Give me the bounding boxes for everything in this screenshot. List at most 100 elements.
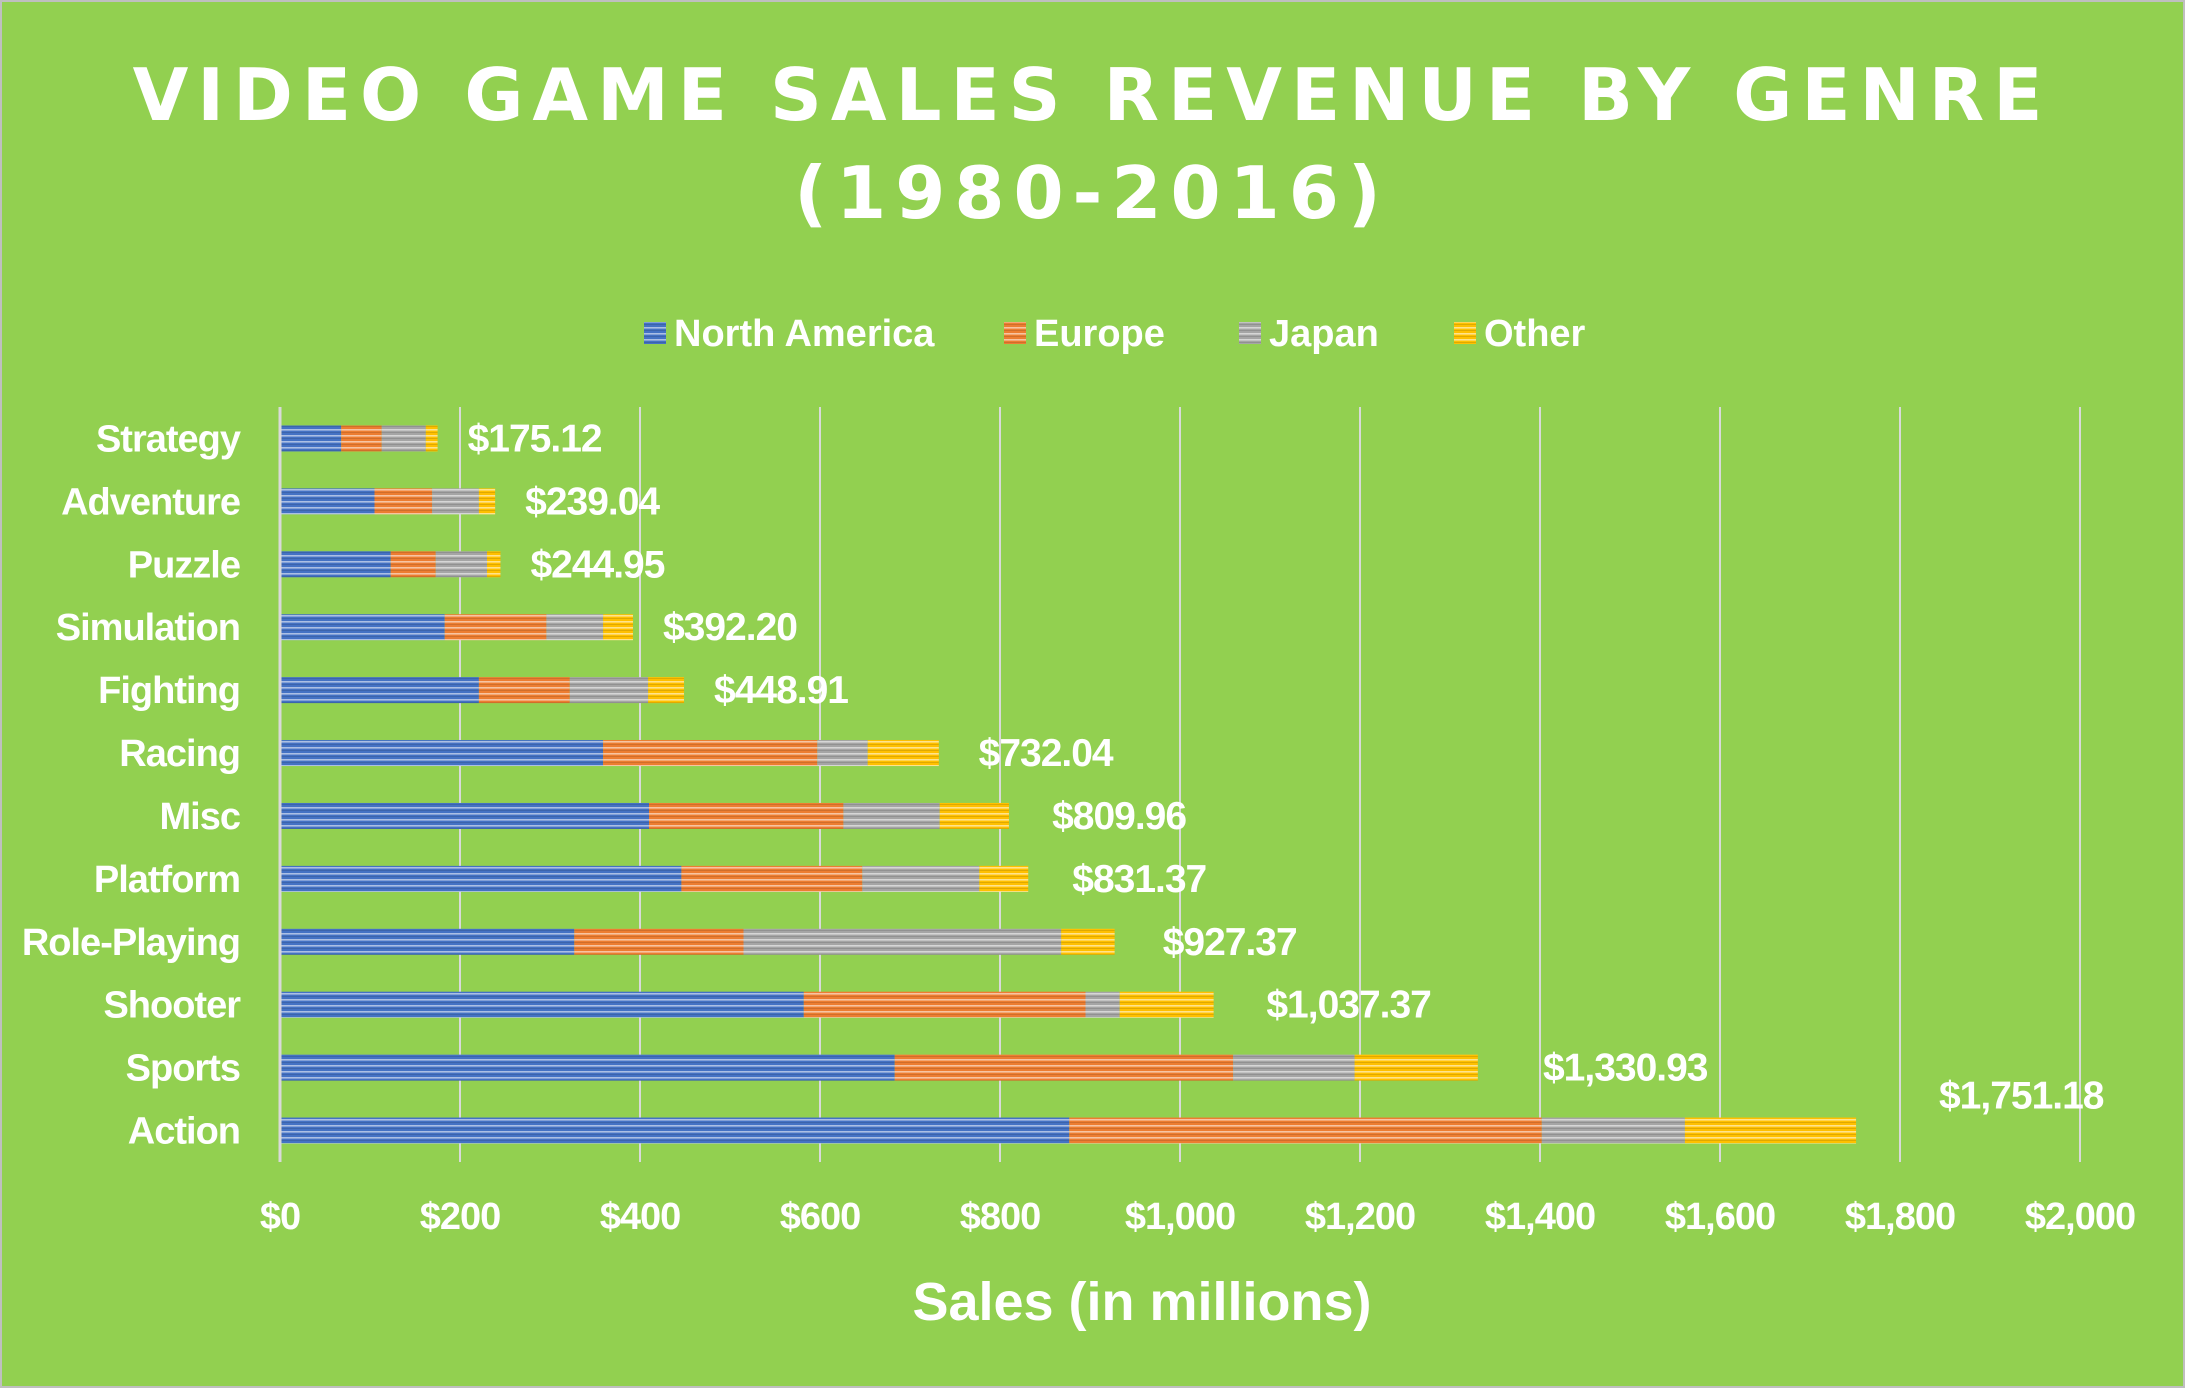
bar-segment-racing-north-america [280, 740, 604, 767]
category-label-racing: Racing [119, 733, 240, 775]
legend-swatch-japan [1239, 322, 1261, 344]
bar-segment-strategy-europe [341, 425, 382, 452]
category-label-shooter: Shooter [103, 985, 241, 1027]
bar-segment-simulation-north-america [280, 614, 445, 641]
category-label-fighting: Fighting [98, 670, 240, 712]
value-axis-tick-labels: $0 $200 $400 $600 $800 $1,000 $1,200 $1,400 $1,6… [260, 1196, 2136, 1238]
x-tick-label-0: $0 [260, 1196, 300, 1238]
x-tick-label-600: $600 [780, 1196, 861, 1238]
bar-segment-simulation-other [603, 614, 633, 641]
bar-segment-fighting-japan [569, 677, 649, 704]
bar-group-shooter [280, 991, 1214, 1018]
bar-segment-action-europe [1069, 1117, 1542, 1144]
x-tick-label-1000: $1,000 [1125, 1196, 1235, 1238]
bar-segment-misc-other [939, 802, 1009, 829]
bar-group-adventure [280, 488, 496, 515]
x-tick-label-2000: $2,000 [2025, 1196, 2135, 1238]
bar-segment-strategy-north-america [280, 425, 342, 452]
category-label-misc: Misc [160, 796, 241, 838]
chart-title: VIDEO GAME SALES REVENUE BY GENRE (1980-… [133, 53, 2043, 235]
bar-segment-role-playing-europe [574, 928, 744, 955]
legend-label-japan: Japan [1269, 313, 1379, 355]
bar-group-strategy [280, 425, 438, 452]
x-tick-label-1800: $1,800 [1845, 1196, 1955, 1238]
x-axis-title: Sales (in millions) [912, 1272, 1371, 1332]
legend-swatch-other [1454, 322, 1476, 344]
category-label-strategy: Strategy [96, 418, 241, 460]
bar-segment-adventure-japan [432, 488, 479, 515]
bar-segment-platform-north-america [280, 865, 682, 892]
bar-segment-simulation-europe [444, 614, 547, 641]
bar-segment-sports-other [1354, 1054, 1478, 1081]
category-label-simulation: Simulation [56, 607, 240, 649]
bar-segment-platform-japan [862, 865, 980, 892]
bar-segment-misc-europe [649, 802, 844, 829]
legend-label-other: Other [1484, 313, 1586, 355]
legend-swatch-europe [1004, 322, 1026, 344]
category-axis-labels: Strategy Adventure Puzzle Simulation Fightin… [22, 418, 242, 1152]
bar-segment-adventure-europe [374, 488, 433, 515]
bar-total-labels: $175.12 $239.04 $244.95 $392.20 $448.91 $732.… [468, 417, 2105, 1118]
bar-segment-sports-japan [1233, 1054, 1355, 1081]
total-label-action: $1,751.18 [1939, 1075, 2104, 1118]
bar-group-role-playing [280, 928, 1115, 955]
bar-segment-role-playing-japan [743, 928, 1062, 955]
legend-label-north-america: North America [674, 313, 935, 355]
x-tick-label-1600: $1,600 [1665, 1196, 1775, 1238]
bar-group-simulation [280, 614, 633, 641]
gridlines [459, 407, 2081, 1162]
total-label-sports: $1,330.93 [1543, 1047, 1708, 1090]
bar-segment-action-other [1684, 1117, 1857, 1144]
chart-title-line-2: (1980-2016) [794, 151, 1389, 235]
x-tick-label-1200: $1,200 [1305, 1196, 1415, 1238]
bar-group-puzzle [280, 551, 501, 578]
total-label-misc: $809.96 [1052, 795, 1186, 838]
bar-segment-action-north-america [280, 1117, 1070, 1144]
x-tick-label-400: $400 [600, 1196, 681, 1238]
bar-group-platform [280, 865, 1029, 892]
bar-group-misc [280, 802, 1009, 829]
bar-segment-fighting-europe [478, 677, 570, 704]
total-label-adventure: $239.04 [525, 480, 660, 523]
total-label-shooter: $1,037.37 [1266, 984, 1431, 1027]
bar-segment-racing-japan [817, 740, 868, 767]
bar-segment-shooter-north-america [280, 991, 804, 1018]
bar-segment-puzzle-other [487, 551, 501, 578]
category-label-puzzle: Puzzle [128, 544, 240, 586]
bar-segment-role-playing-north-america [280, 928, 575, 955]
bar-group-action [280, 1117, 1857, 1144]
total-label-strategy: $175.12 [468, 417, 602, 460]
bar-segment-shooter-europe [803, 991, 1086, 1018]
bar-group-fighting [280, 677, 685, 704]
total-label-platform: $831.37 [1072, 858, 1206, 901]
bar-group-sports [280, 1054, 1478, 1081]
legend-label-europe: Europe [1034, 313, 1165, 355]
bar-segment-adventure-north-america [280, 488, 375, 515]
bar-segment-fighting-north-america [280, 677, 479, 704]
bar-segment-fighting-other [648, 677, 685, 704]
total-label-fighting: $448.91 [714, 669, 848, 712]
bar-segment-racing-europe [603, 740, 818, 767]
legend-item-north-america: North America [644, 313, 935, 355]
category-label-sports: Sports [126, 1048, 240, 1090]
total-label-racing: $732.04 [979, 732, 1114, 775]
total-label-role-playing: $927.37 [1163, 921, 1297, 964]
chart-legend: North America Europe Japan Other [644, 313, 1586, 355]
bar-segment-puzzle-north-america [280, 551, 391, 578]
category-label-role-playing: Role-Playing [22, 922, 240, 964]
legend-item-japan: Japan [1239, 313, 1379, 355]
bar-segment-racing-other [867, 740, 939, 767]
bar-segment-platform-other [979, 865, 1029, 892]
bar-segment-action-japan [1541, 1117, 1685, 1144]
legend-item-europe: Europe [1004, 313, 1165, 355]
bar-segment-shooter-other [1119, 991, 1214, 1018]
total-label-simulation: $392.20 [663, 606, 797, 649]
legend-swatch-north-america [644, 322, 666, 344]
bar-segment-shooter-japan [1085, 991, 1120, 1018]
bar-segment-simulation-japan [546, 614, 604, 641]
total-label-puzzle: $244.95 [530, 543, 664, 586]
x-tick-label-200: $200 [420, 1196, 501, 1238]
x-tick-label-1400: $1,400 [1485, 1196, 1595, 1238]
